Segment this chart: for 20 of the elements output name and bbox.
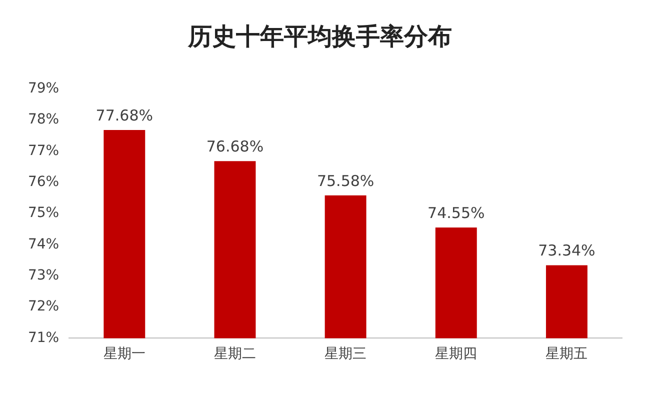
x-tick-label: 星期五	[546, 346, 588, 362]
data-label: 75.58%	[316, 172, 374, 190]
x-tick-label: 星期四	[435, 346, 478, 362]
x-tick-label: 星期一	[103, 346, 146, 362]
data-label: 76.68%	[206, 138, 264, 156]
x-tick-label: 星期三	[324, 346, 367, 362]
y-tick-label: 77%	[28, 142, 60, 159]
chart-title: 历史十年平均换手率分布	[187, 22, 452, 51]
y-tick-label: 73%	[28, 267, 60, 284]
y-tick-label: 76%	[28, 174, 60, 190]
data-label: 77.68%	[96, 106, 154, 124]
y-tick-label: 78%	[28, 112, 60, 128]
y-tick-label: 75%	[28, 205, 60, 222]
y-tick-label: 79%	[28, 80, 60, 96]
data-label: 73.34%	[538, 242, 596, 260]
y-tick-label: 71%	[28, 330, 60, 346]
y-tick-label: 72%	[28, 298, 60, 315]
y-tick-label: 74%	[28, 236, 60, 252]
data-label: 74.55%	[428, 204, 485, 222]
x-tick-label: 星期二	[214, 346, 256, 362]
